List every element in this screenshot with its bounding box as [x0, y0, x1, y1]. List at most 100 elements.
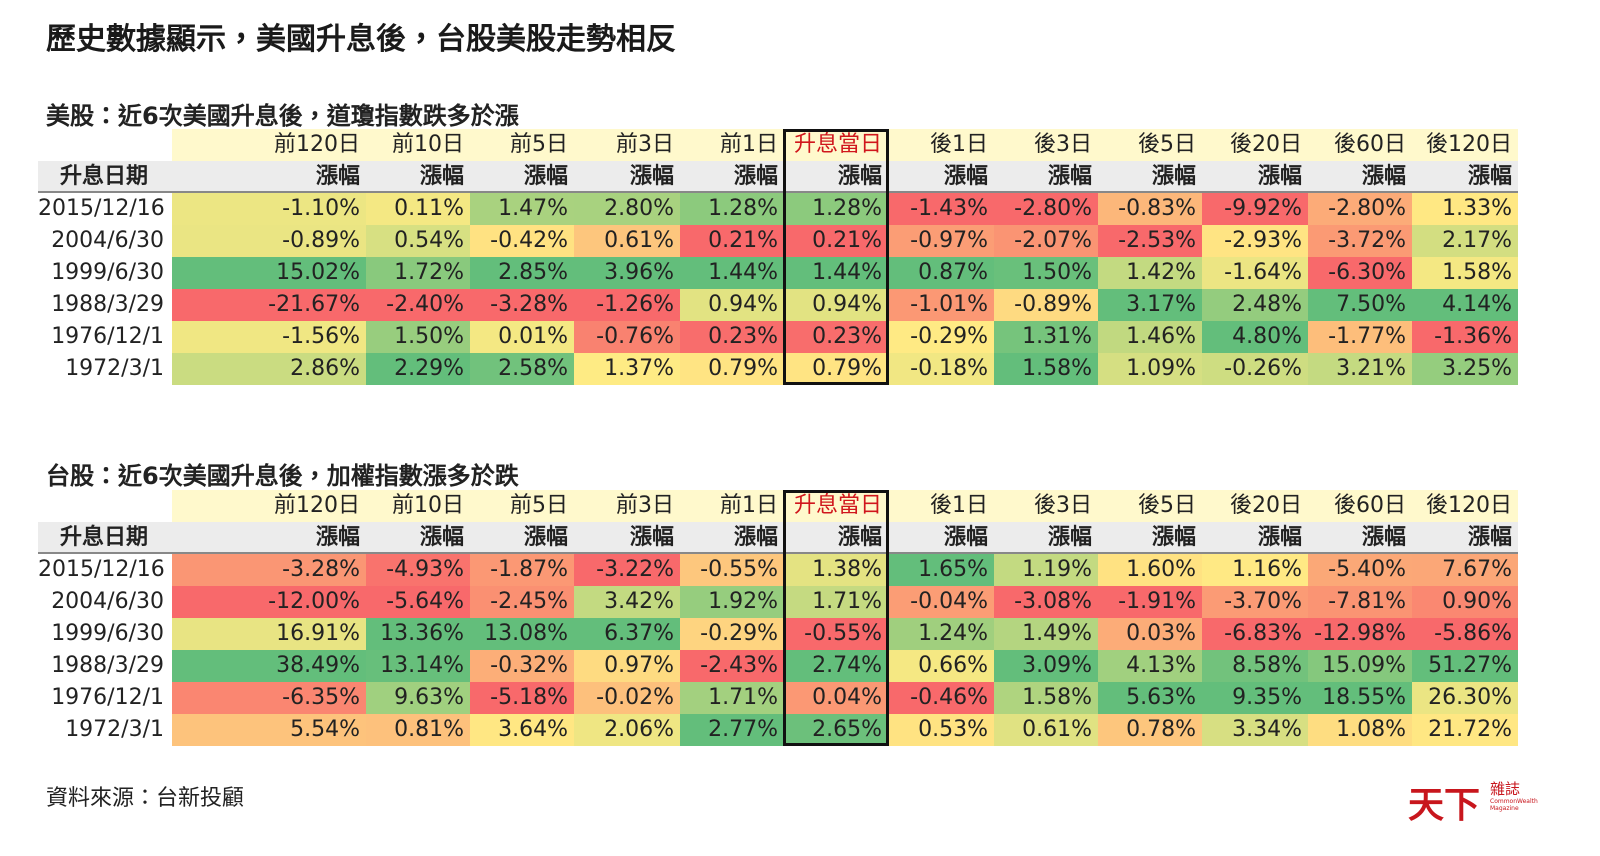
value-cell: -4.93% [366, 554, 470, 586]
value-cell: 0.54% [366, 225, 470, 257]
column-header: 前3日 [574, 129, 680, 161]
value-cell: 38.49% [172, 650, 366, 682]
column-header: 升息當日 [784, 490, 888, 522]
row-date: 1972/3/1 [65, 356, 164, 381]
column-header: 後120日 [1412, 129, 1518, 161]
value-cell: 1.92% [680, 586, 784, 618]
value-cell: -2.45% [470, 586, 574, 618]
value-cell: 1.09% [1098, 353, 1202, 385]
highlight-box [783, 490, 889, 746]
value-cell: -1.10% [172, 193, 366, 225]
value-cell: -5.64% [366, 586, 470, 618]
value-cell: 4.13% [1098, 650, 1202, 682]
value-cell: 1.38% [784, 554, 888, 586]
value-cell: -3.28% [470, 289, 574, 321]
value-cell: 51.27% [1412, 650, 1518, 682]
value-cell: -21.67% [172, 289, 366, 321]
value-cell: 3.42% [574, 586, 680, 618]
column-header: 後1日 [888, 129, 994, 161]
value-cell: 1.71% [680, 682, 784, 714]
value-cell: -0.89% [994, 289, 1098, 321]
row-date: 1999/6/30 [51, 260, 164, 285]
subheader: 漲幅 [733, 525, 778, 550]
value-cell: 0.21% [784, 225, 888, 257]
value-cell: -0.04% [888, 586, 994, 618]
value-cell: -0.46% [888, 682, 994, 714]
value-cell: -1.77% [1308, 321, 1412, 353]
value-cell: -5.86% [1412, 618, 1518, 650]
column-header: 前5日 [470, 129, 574, 161]
subheader: 漲幅 [523, 525, 568, 550]
value-cell: 1.65% [888, 554, 994, 586]
subheader: 漲幅 [1047, 525, 1092, 550]
title: 歷史數據顯示，美國升息後，台股美股走勢相反 [46, 22, 676, 57]
column-header: 前3日 [574, 490, 680, 522]
value-cell: 0.90% [1412, 586, 1518, 618]
subheader: 漲幅 [837, 164, 882, 189]
value-cell: 0.94% [784, 289, 888, 321]
value-cell: 13.14% [366, 650, 470, 682]
value-cell: -6.83% [1202, 618, 1308, 650]
value-cell: 0.03% [1098, 618, 1202, 650]
value-cell: -1.64% [1202, 257, 1308, 289]
source: 資料來源：台新投顧 [46, 786, 245, 811]
value-cell: 3.09% [994, 650, 1098, 682]
column-header: 後1日 [888, 490, 994, 522]
value-cell: -0.55% [680, 554, 784, 586]
value-cell: 6.37% [574, 618, 680, 650]
subheader: 漲幅 [943, 164, 988, 189]
value-cell: -6.30% [1308, 257, 1412, 289]
value-cell: -0.26% [1202, 353, 1308, 385]
row-date: 1972/3/1 [65, 717, 164, 742]
value-cell: 0.61% [994, 714, 1098, 746]
value-cell: 1.58% [1412, 257, 1518, 289]
value-cell: 3.64% [470, 714, 574, 746]
row-date: 1976/12/1 [51, 324, 164, 349]
row-date: 1976/12/1 [51, 685, 164, 710]
value-cell: -1.26% [574, 289, 680, 321]
logo: 天下 雜誌 CommonWealth Magazine [1408, 776, 1538, 828]
value-cell: 18.55% [1308, 682, 1412, 714]
value-cell: 0.04% [784, 682, 888, 714]
value-cell: 9.63% [366, 682, 470, 714]
subheader: 漲幅 [419, 164, 464, 189]
value-cell: 1.08% [1308, 714, 1412, 746]
value-cell: 0.23% [784, 321, 888, 353]
value-cell: -1.43% [888, 193, 994, 225]
value-cell: 3.96% [574, 257, 680, 289]
value-cell: -5.40% [1308, 554, 1412, 586]
value-cell: 2.86% [172, 353, 366, 385]
subheader: 漲幅 [1361, 525, 1406, 550]
column-header: 後60日 [1308, 490, 1412, 522]
value-cell: 1.24% [888, 618, 994, 650]
column-header: 前5日 [470, 490, 574, 522]
value-cell: 1.33% [1412, 193, 1518, 225]
value-cell: 0.97% [574, 650, 680, 682]
value-cell: -0.42% [470, 225, 574, 257]
column-header: 前1日 [680, 490, 784, 522]
value-cell: 2.74% [784, 650, 888, 682]
value-cell: 21.72% [1412, 714, 1518, 746]
value-cell: 0.01% [470, 321, 574, 353]
value-cell: -1.87% [470, 554, 574, 586]
value-cell: 1.50% [366, 321, 470, 353]
column-header: 後5日 [1098, 490, 1202, 522]
value-cell: -0.32% [470, 650, 574, 682]
value-cell: 0.53% [888, 714, 994, 746]
value-cell: 3.21% [1308, 353, 1412, 385]
row-header: 升息日期 [60, 164, 149, 189]
column-header: 前120日 [172, 129, 366, 161]
column-header: 後3日 [994, 129, 1098, 161]
subheader: 漲幅 [523, 164, 568, 189]
column-header: 後20日 [1202, 129, 1308, 161]
subheader: 漲幅 [315, 164, 360, 189]
header-row [38, 161, 1518, 193]
value-cell: -3.70% [1202, 586, 1308, 618]
value-cell: 0.79% [784, 353, 888, 385]
value-cell: -3.22% [574, 554, 680, 586]
value-cell: 0.78% [1098, 714, 1202, 746]
subheader: 漲幅 [419, 525, 464, 550]
value-cell: -0.55% [784, 618, 888, 650]
column-header: 前10日 [366, 490, 470, 522]
column-header: 後20日 [1202, 490, 1308, 522]
